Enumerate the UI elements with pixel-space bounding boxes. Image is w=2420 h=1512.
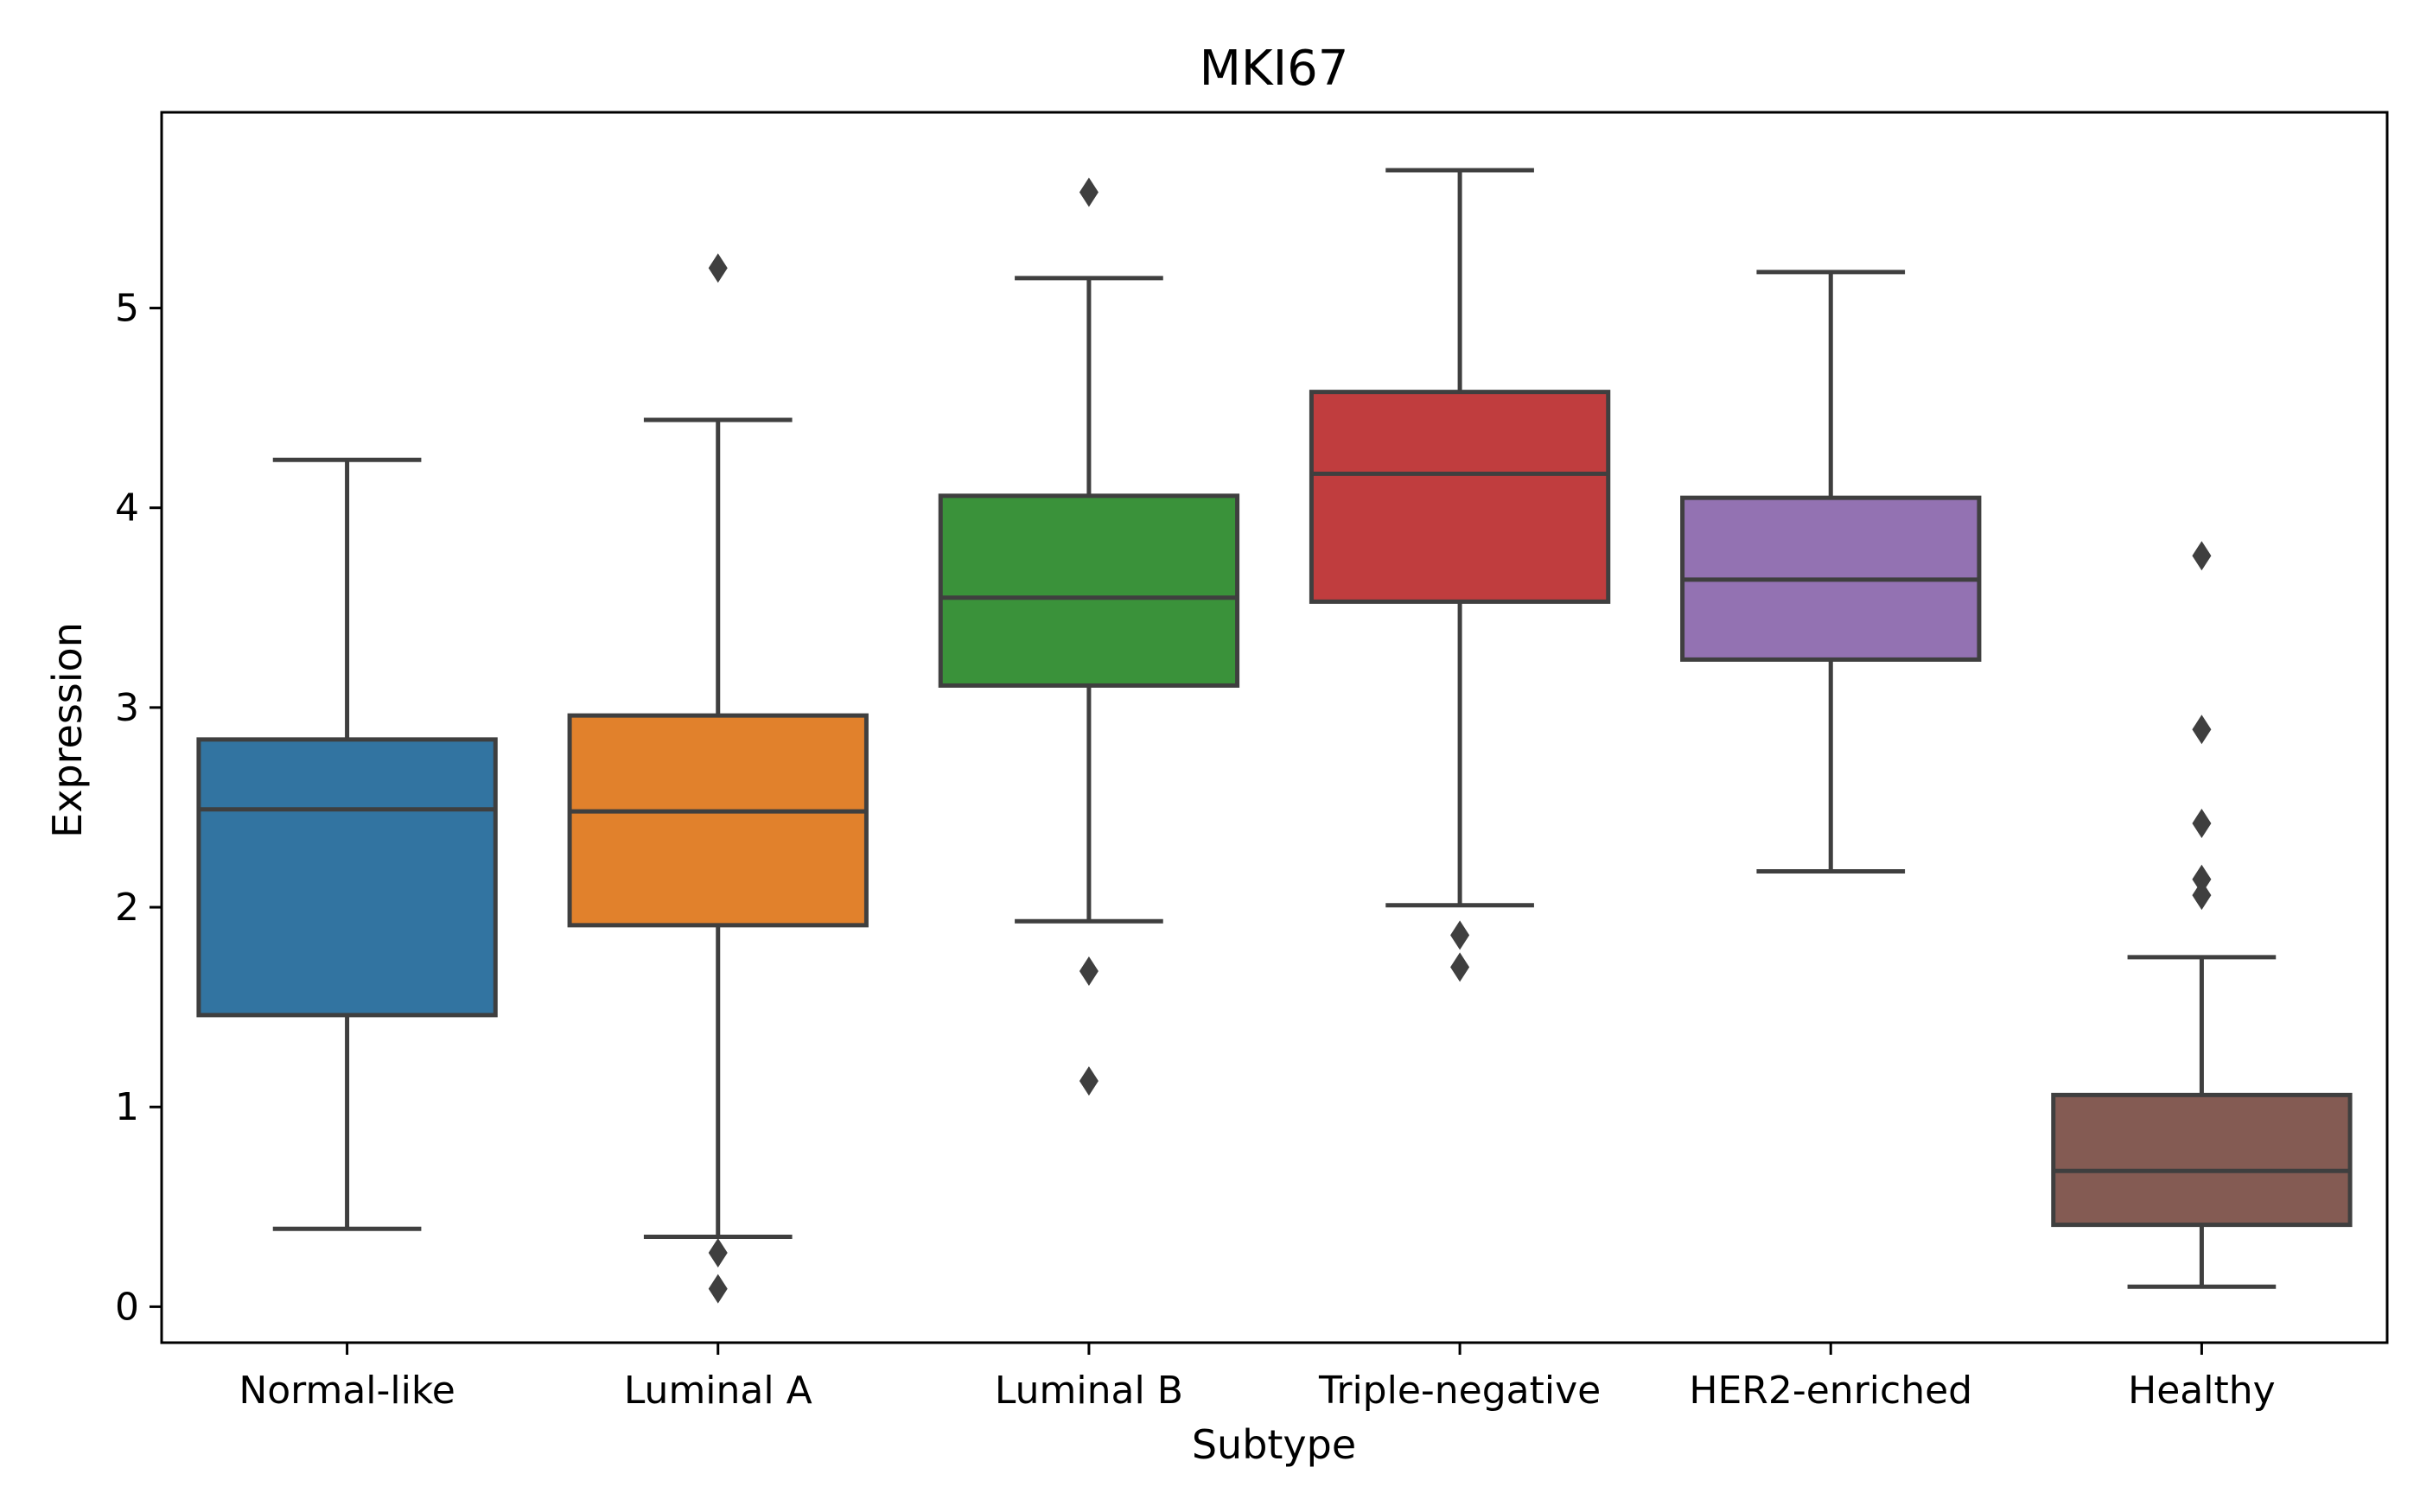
x-tick-label: HER2-enriched: [1689, 1369, 1972, 1413]
box-group-0: [196, 457, 498, 1231]
box-group-2: [938, 177, 1240, 1096]
x-tick-label: Healthy: [2128, 1369, 2276, 1413]
outlier-point: [2192, 880, 2212, 911]
y-tick-label: 0: [115, 1285, 139, 1329]
box-group-3: [1309, 168, 1611, 982]
outlier-point: [2192, 715, 2212, 745]
outlier-point: [2192, 808, 2212, 838]
x-tick-label: Triple-negative: [1318, 1369, 1601, 1413]
outlier-point: [2192, 864, 2212, 894]
box-group-4: [1680, 270, 1982, 874]
outlier-point: [1079, 956, 1099, 987]
y-tick-label: 5: [115, 287, 139, 331]
box-body: [1309, 390, 1611, 604]
y-tick-label: 4: [115, 486, 139, 530]
outlier-point: [708, 1274, 728, 1304]
outlier-point: [1079, 177, 1099, 207]
outlier-point: [708, 253, 728, 283]
outlier-point: [1079, 1066, 1099, 1096]
box-body: [2051, 1092, 2353, 1228]
x-axis-label: Subtype: [1192, 1421, 1356, 1468]
outlier-point: [1450, 920, 1470, 950]
box-body: [196, 737, 498, 1018]
chart-title: MKI67: [1200, 41, 1349, 97]
plot-area: [196, 168, 2353, 1304]
x-tick-label: Normal-like: [239, 1369, 455, 1413]
outlier-point: [2192, 541, 2212, 571]
box-body: [567, 713, 869, 928]
plot-frame: [160, 111, 2389, 1344]
outlier-point: [1450, 952, 1470, 982]
box-body: [938, 493, 1240, 688]
x-tick-label: Luminal A: [624, 1369, 812, 1413]
box-group-1: [567, 253, 869, 1304]
y-tick-label: 2: [115, 886, 139, 930]
x-tick-label: Luminal B: [995, 1369, 1183, 1413]
y-axis-label: Expression: [44, 622, 91, 838]
box-group-5: [2051, 541, 2353, 1289]
y-tick-label: 3: [115, 686, 139, 730]
outlier-point: [708, 1237, 728, 1267]
y-tick-label: 1: [115, 1085, 139, 1129]
